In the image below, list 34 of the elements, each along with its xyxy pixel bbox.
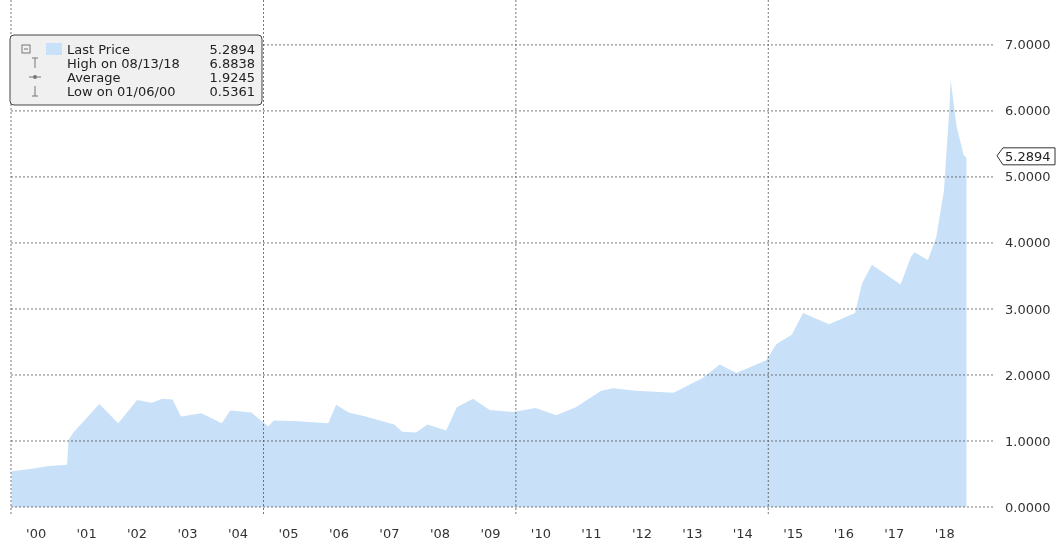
- y-tick-label: 4.0000: [1005, 235, 1051, 251]
- x-tick-label: '02: [126, 526, 148, 541]
- x-tick-label: '14: [732, 526, 753, 541]
- annotation: 0.5361: [209, 83, 255, 99]
- x-tick-label: '18: [934, 526, 955, 541]
- x-tick-label: '17: [884, 526, 905, 541]
- y-tick-label: 7.0000: [1005, 37, 1051, 53]
- legend-label: Last Price: [67, 41, 130, 57]
- x-tick-label: '12: [631, 526, 652, 541]
- x-tick-label: '11: [581, 526, 602, 541]
- x-tick-label: '13: [682, 526, 703, 541]
- x-tick-label: '06: [328, 526, 350, 541]
- y-tick-label: 1.0000: [1005, 433, 1051, 449]
- annotation: 5.2894: [1005, 148, 1051, 164]
- x-tick-label: '16: [833, 526, 854, 541]
- annotation: 1.9245: [209, 69, 255, 85]
- y-tick-label: 6.0000: [1005, 103, 1051, 119]
- y-tick-label: 2.0000: [1005, 367, 1051, 383]
- x-tick-label: '00: [26, 526, 47, 541]
- x-tick-label: '03: [177, 526, 198, 541]
- y-tick-label: 0.0000: [1005, 499, 1051, 515]
- x-tick-label: '09: [480, 526, 501, 541]
- x-tick-label: '05: [278, 526, 299, 541]
- y-tick-label: 5.0000: [1005, 169, 1051, 185]
- x-tick-label: '01: [76, 526, 97, 541]
- annotation: 6.8838: [209, 55, 255, 71]
- x-tick-label: '04: [228, 526, 249, 541]
- annotation: 5.2894: [209, 41, 255, 57]
- x-tick-label: '07: [379, 526, 400, 541]
- x-tick-label: '10: [530, 526, 551, 541]
- annotation: High on 08/13/18: [67, 55, 180, 71]
- x-tick-label: '15: [783, 526, 804, 541]
- y-tick-label: 3.0000: [1005, 301, 1051, 317]
- x-tick-label: '08: [429, 526, 451, 541]
